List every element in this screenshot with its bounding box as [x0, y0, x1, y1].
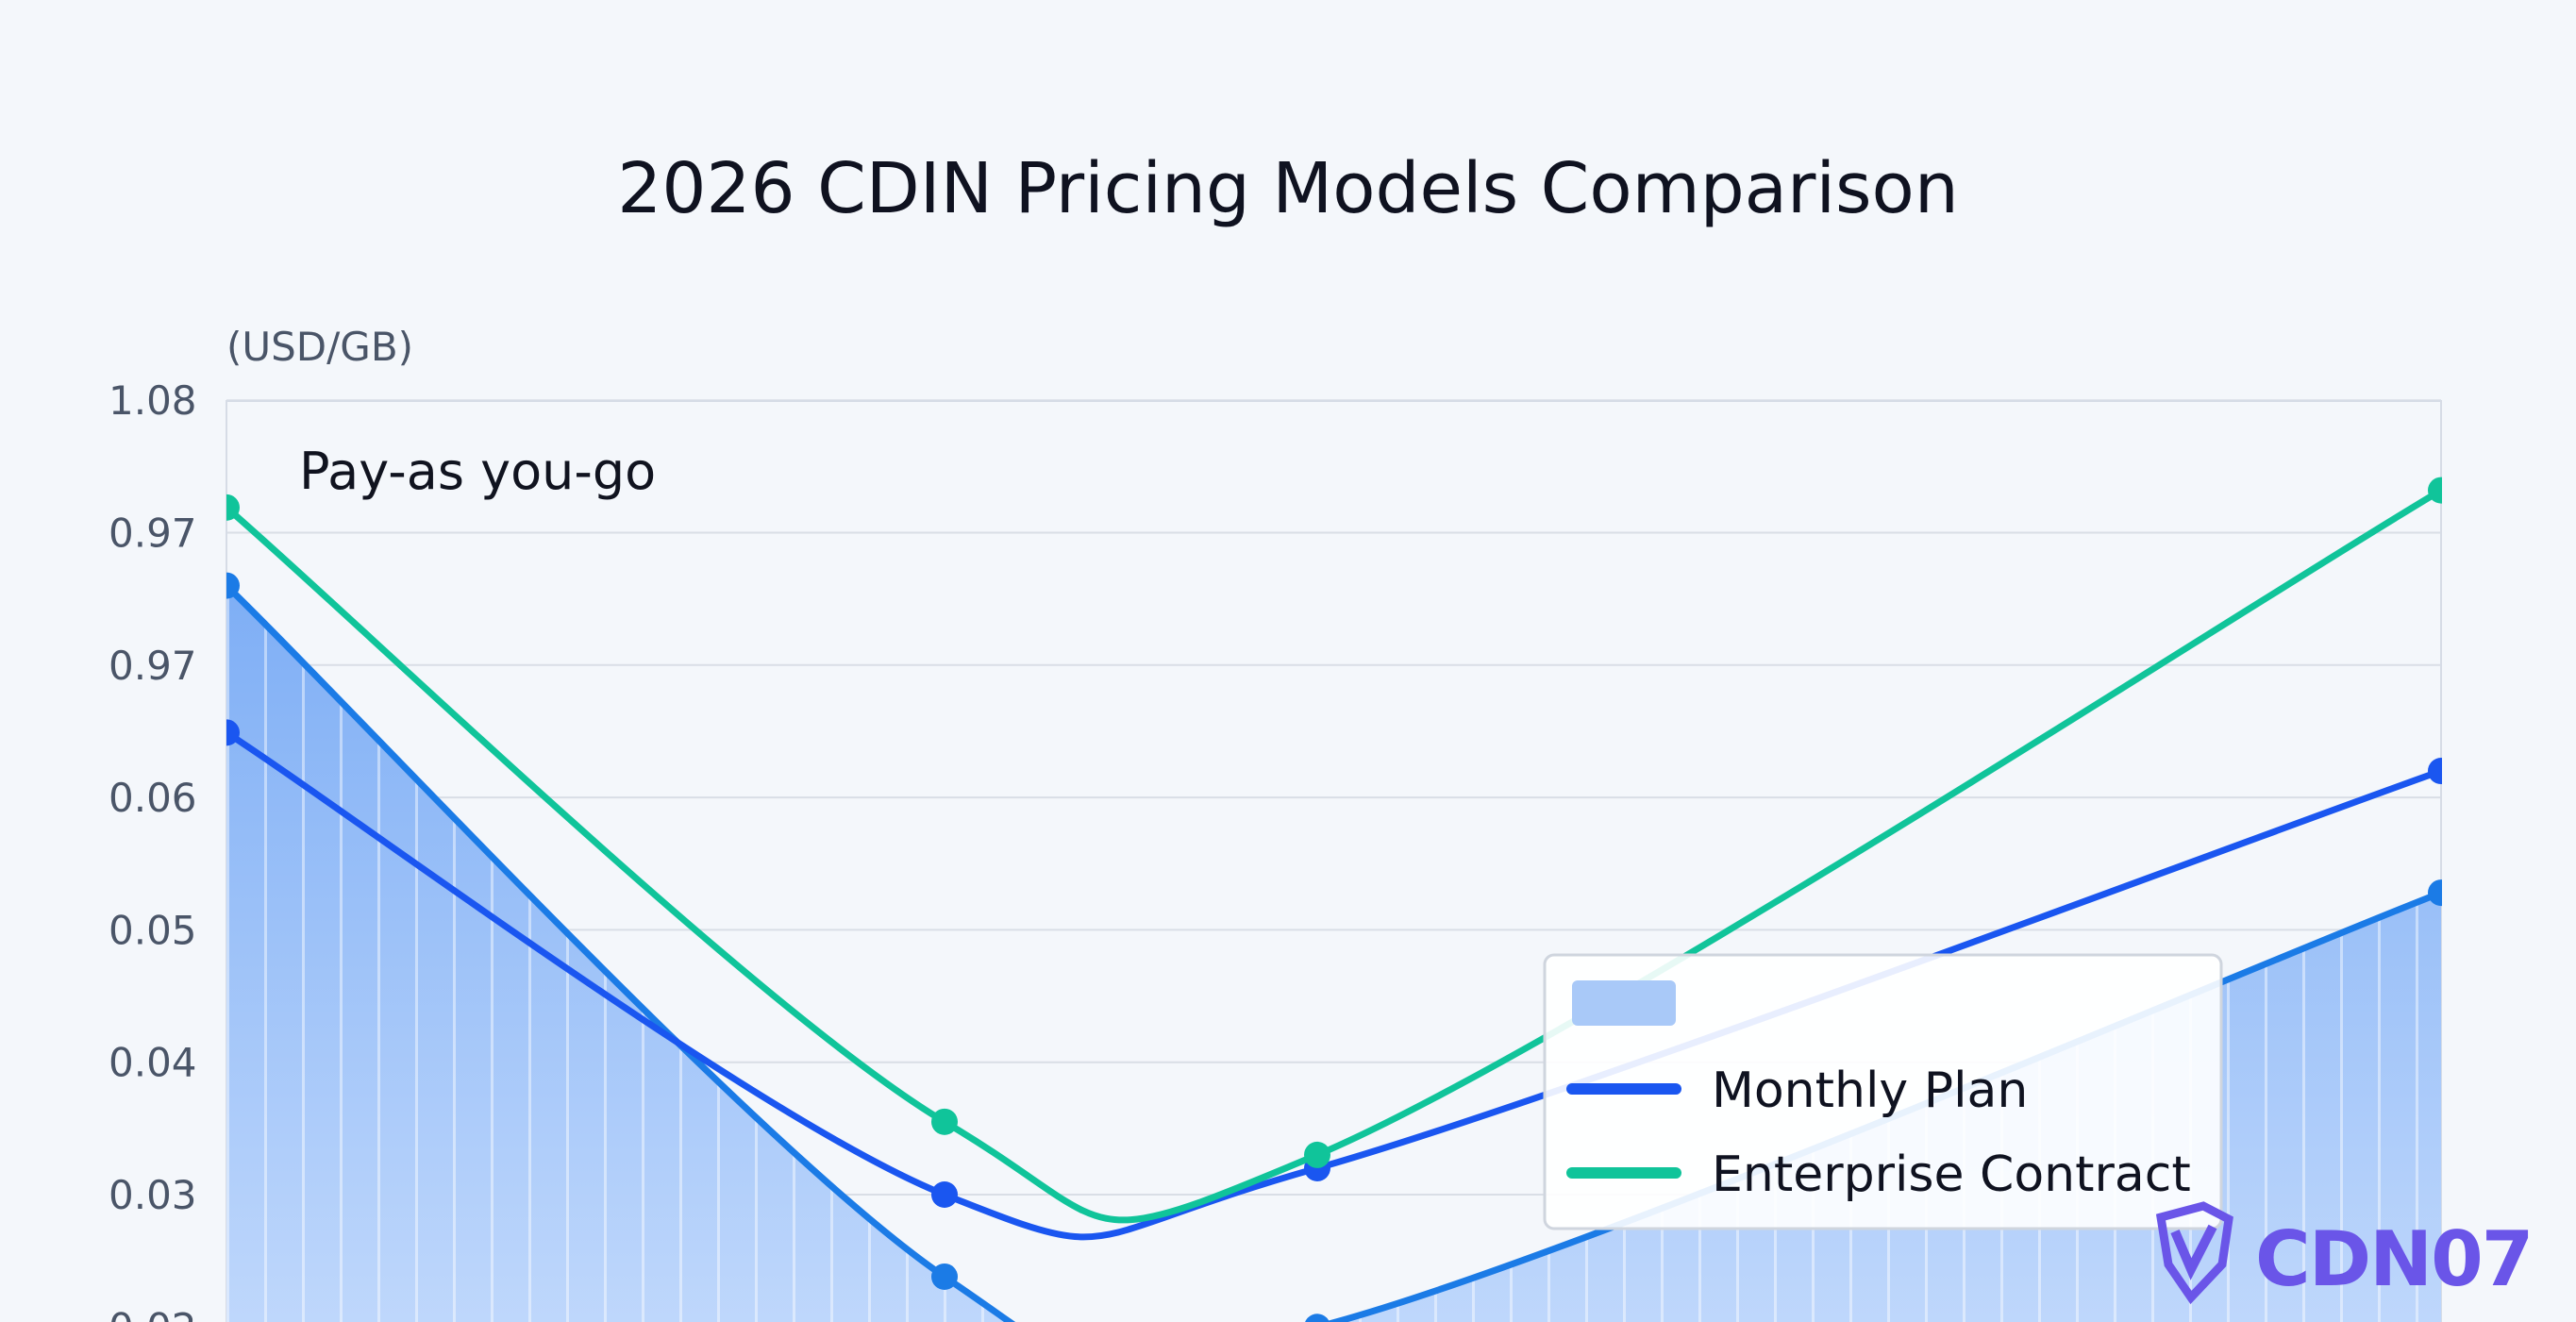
data-point	[2428, 758, 2442, 785]
data-point	[226, 572, 240, 599]
legend-box	[1543, 953, 2223, 1230]
y-tick-label: 0.97	[109, 510, 197, 557]
legend-swatch-area	[1572, 980, 1676, 1026]
data-point	[1304, 1141, 1330, 1168]
y-tick-label: 0.05	[109, 907, 197, 953]
data-point	[2428, 477, 2442, 504]
series-line-1	[226, 729, 2442, 1241]
cdn07-logo: CDN07	[2155, 1201, 2534, 1305]
data-point	[226, 719, 240, 746]
y-tick-label: 0.97	[109, 643, 197, 689]
legend-label-monthly-plan: Monthly Plan	[1712, 1063, 2028, 1119]
data-point	[931, 1181, 958, 1208]
y-tick-label: 0.04	[109, 1040, 197, 1086]
data-point	[1305, 1314, 1330, 1322]
y-tick-label: 1.08	[109, 377, 197, 424]
data-point	[2428, 879, 2442, 907]
checkmark-icon	[2170, 1224, 2217, 1280]
y-tick-label: 0.06	[109, 775, 197, 821]
data-point	[931, 1108, 958, 1135]
y-axis-unit-label: (USD/GB)	[226, 324, 413, 370]
y-axis-ticks: 1.08 0.97 0.97 0.06 0.05 0.04 0.03 0.02	[109, 377, 197, 1322]
data-point	[226, 494, 240, 521]
logo-text: CDN07	[2255, 1215, 2532, 1303]
annotation-pay-as-you-go: Pay-as you-go	[299, 442, 656, 501]
legend-label-enterprise-contract: Enterprise Contract	[1712, 1146, 2191, 1203]
y-tick-label: 0.02	[109, 1304, 197, 1322]
chart-title: 2026 CDIN Pricing Models Comparison	[617, 148, 1958, 229]
y-tick-label: 0.03	[109, 1172, 197, 1218]
data-point	[931, 1263, 958, 1290]
legend: Monthly Plan Enterprise Contract	[1543, 953, 2223, 1230]
shield-icon	[2155, 1201, 2233, 1305]
series-line-2	[226, 487, 2442, 1224]
